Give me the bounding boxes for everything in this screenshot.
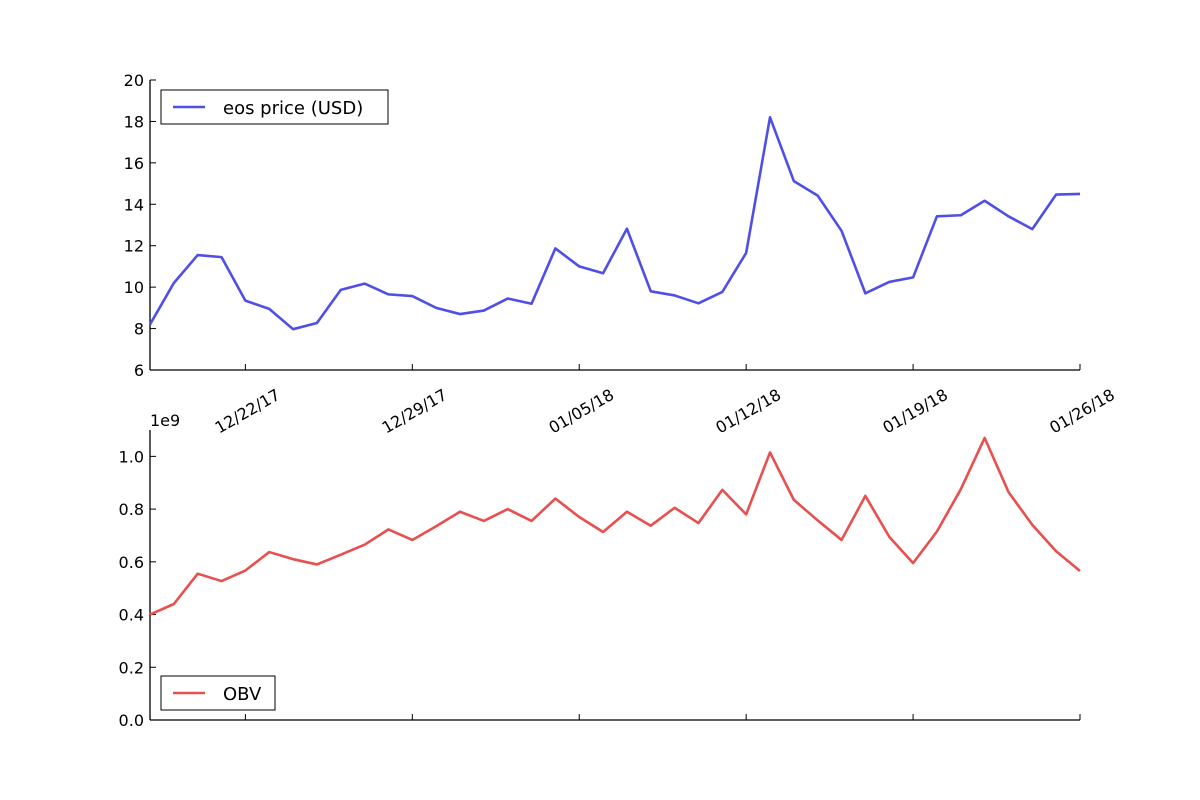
y-tick-label: 0.8: [119, 500, 144, 519]
series-line-eos-price: [148, 115, 1081, 331]
y-tick-label: 12: [124, 237, 144, 256]
x-tick-label: 01/26/18: [1046, 385, 1118, 437]
y-tick-label: 6: [134, 361, 144, 380]
legend-label: OBV: [223, 684, 262, 705]
y-tick-label: 0.0: [119, 711, 144, 730]
series-line-obv: [149, 436, 1081, 616]
y-tick-label: 20: [124, 71, 144, 90]
x-tick-label: 12/29/17: [379, 385, 451, 437]
y-tick-label: 0.2: [119, 658, 144, 677]
x-tick-label: 01/05/18: [545, 385, 617, 437]
y-tick-label: 16: [124, 154, 144, 173]
y-tick-label: 0.4: [119, 606, 144, 625]
x-tick-label: 01/19/18: [879, 385, 951, 437]
legend-box: [160, 675, 276, 711]
y-tick-label: 10: [124, 278, 144, 297]
y-tick-label: 0.6: [119, 553, 144, 572]
y-tick-label: 14: [124, 195, 144, 214]
y-tick-label: 1.0: [119, 447, 144, 466]
y-tick-label: 8: [134, 320, 144, 339]
legend-label: eos price (USD): [223, 98, 363, 119]
y-tick-label: 18: [124, 112, 144, 131]
x-tick-label: 01/12/18: [712, 385, 784, 437]
y-scale-label: 1e9: [150, 411, 180, 430]
x-tick-label: 12/22/17: [212, 385, 284, 437]
